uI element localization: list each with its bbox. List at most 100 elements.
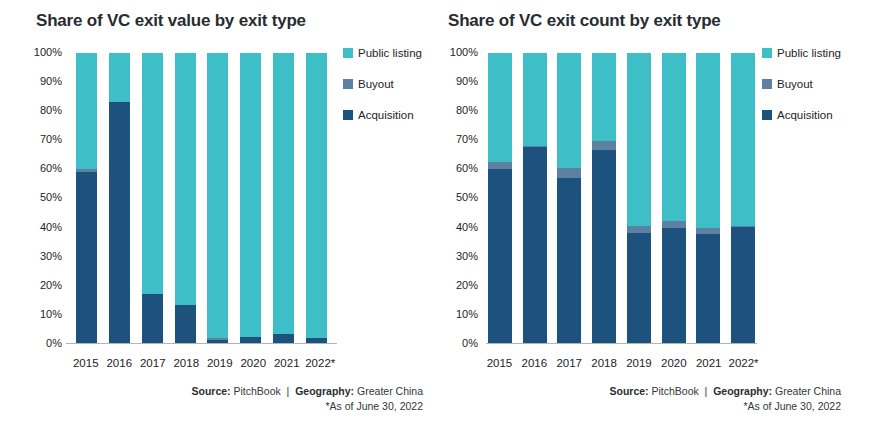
chart-footer: Source: PitchBook | Geography: Greater C…	[609, 384, 841, 414]
bar-2017	[142, 53, 163, 343]
legend: Public listing Buyout Acquisition	[762, 47, 841, 140]
x-axis-label: 2019	[203, 357, 237, 369]
bar-segment-acquisition	[240, 337, 261, 343]
bar-segment-acquisition	[523, 147, 547, 343]
y-axis: 100%90%80%70%60%50%40%30%20%10%0%	[0, 46, 62, 350]
geography-label: Geography:	[295, 385, 354, 397]
x-axis-label: 2015	[482, 357, 517, 369]
legend-swatch-acquisition	[762, 110, 772, 120]
bar-segment-public-listing	[306, 53, 327, 338]
footer-divider: |	[699, 385, 713, 397]
footnote: *As of June 30, 2022	[191, 399, 423, 414]
x-axis-label: 2020	[656, 357, 691, 369]
y-axis-tick: 50%	[436, 191, 478, 204]
y-axis-tick: 50%	[0, 191, 62, 204]
bar-segment-public-listing	[142, 53, 163, 294]
x-axis-label: 2020	[237, 357, 271, 369]
bar-segment-buyout	[662, 221, 686, 228]
legend-swatch-acquisition	[343, 110, 353, 120]
bar-2022	[731, 53, 755, 343]
legend-label: Acquisition	[777, 109, 833, 121]
source-label: Source:	[191, 385, 230, 397]
legend-label: Buyout	[358, 78, 394, 90]
bar-segment-buyout	[557, 168, 581, 178]
x-axis-label: 2018	[170, 357, 204, 369]
y-axis-tick: 90%	[0, 75, 62, 88]
bar-segment-acquisition	[731, 227, 755, 343]
bar-segment-public-listing	[76, 53, 97, 169]
y-axis-tick: 60%	[0, 162, 62, 175]
legend-item: Buyout	[762, 78, 841, 90]
x-axis-label: 2022*	[304, 357, 338, 369]
y-axis-tick: 100%	[0, 46, 62, 59]
page: Share of VC exit value by exit type 100%…	[0, 0, 872, 431]
bar-segment-public-listing	[627, 53, 651, 226]
legend-item: Public listing	[343, 47, 422, 59]
legend-item: Buyout	[343, 78, 422, 90]
bar-2019	[207, 53, 228, 343]
geography-value: Greater China	[772, 385, 841, 397]
bar-segment-acquisition	[592, 150, 616, 343]
bar-segment-public-listing	[207, 53, 228, 338]
bar-2017	[557, 53, 581, 343]
y-axis-tick: 20%	[0, 279, 62, 292]
legend-item: Acquisition	[343, 109, 422, 121]
legend-label: Public listing	[777, 47, 841, 59]
x-axis-label: 2022*	[726, 357, 761, 369]
bar-2021	[696, 53, 720, 343]
bar-segment-acquisition	[76, 172, 97, 343]
bar-segment-acquisition	[306, 338, 327, 343]
y-axis-tick: 10%	[0, 308, 62, 321]
bar-segment-acquisition	[662, 228, 686, 343]
legend-label: Public listing	[358, 47, 422, 59]
bar-2020	[240, 53, 261, 343]
chart-title: Share of VC exit value by exit type	[36, 11, 306, 31]
source-value: PitchBook	[649, 385, 699, 397]
x-axis: 20152016201720182019202020212022*	[69, 357, 337, 369]
geography-value: Greater China	[354, 385, 423, 397]
y-axis-tick: 60%	[436, 162, 478, 175]
bar-segment-acquisition	[109, 102, 130, 343]
bar-segment-public-listing	[488, 53, 512, 162]
chart-panel-exit-value: Share of VC exit value by exit type 100%…	[0, 0, 436, 431]
x-axis-label: 2017	[136, 357, 170, 369]
bar-2015	[488, 53, 512, 343]
x-axis-label: 2018	[587, 357, 622, 369]
bar-2018	[592, 53, 616, 343]
bar-segment-public-listing	[109, 53, 130, 102]
y-axis-tick: 80%	[436, 104, 478, 117]
legend-label: Acquisition	[358, 109, 414, 121]
y-axis-tick: 40%	[436, 221, 478, 234]
x-axis-label: 2016	[103, 357, 137, 369]
y-axis-tick: 70%	[436, 133, 478, 146]
y-axis-tick: 90%	[436, 75, 478, 88]
bar-segment-buyout	[592, 141, 616, 150]
footnote: *As of June 30, 2022	[609, 399, 841, 414]
x-axis-label: 2019	[622, 357, 657, 369]
source-line: Source: PitchBook | Geography: Greater C…	[191, 384, 423, 399]
y-axis-tick: 30%	[436, 250, 478, 263]
y-axis-tick: 20%	[436, 279, 478, 292]
legend-item: Acquisition	[762, 109, 841, 121]
plot-area	[66, 53, 337, 344]
plot-area	[486, 53, 757, 344]
bar-segment-acquisition	[627, 233, 651, 343]
bar-2018	[175, 53, 196, 343]
bar-segment-acquisition	[696, 234, 720, 343]
x-axis: 20152016201720182019202020212022*	[482, 357, 761, 369]
y-axis-tick: 80%	[0, 104, 62, 117]
bar-segment-acquisition	[273, 334, 294, 343]
bar-segment-acquisition	[142, 294, 163, 343]
legend-swatch-buyout	[343, 79, 353, 89]
x-axis-label: 2015	[69, 357, 103, 369]
bar-segment-public-listing	[273, 53, 294, 334]
bar-segment-public-listing	[592, 53, 616, 141]
y-axis-tick: 30%	[0, 250, 62, 263]
y-axis-tick: 70%	[0, 133, 62, 146]
x-axis-label: 2021	[691, 357, 726, 369]
bar-segment-public-listing	[557, 53, 581, 168]
x-axis-label: 2016	[517, 357, 552, 369]
source-line: Source: PitchBook | Geography: Greater C…	[609, 384, 841, 399]
bar-segment-public-listing	[696, 53, 720, 228]
geography-label: Geography:	[713, 385, 772, 397]
